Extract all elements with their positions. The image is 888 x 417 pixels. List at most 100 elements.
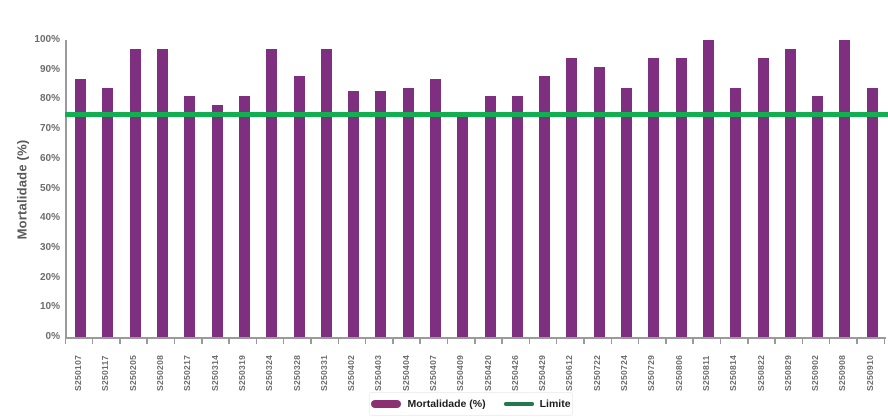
x-axis-tick	[801, 339, 804, 344]
x-label-slot: S250429	[529, 343, 556, 391]
bar	[75, 78, 87, 337]
x-axis-tick	[119, 339, 121, 344]
x-tick-label: S250404	[400, 354, 411, 391]
y-tick-label: 10%	[39, 301, 60, 313]
x-label-slot: S250208	[147, 343, 174, 391]
legend-item-mortalidade: Mortalidade (%)	[371, 398, 486, 410]
x-tick-label: S250107	[73, 354, 84, 391]
bar	[648, 57, 660, 337]
bar-slot	[313, 40, 340, 337]
bar	[839, 40, 851, 337]
x-tick-label: S250902	[810, 354, 821, 391]
bar	[621, 87, 633, 337]
x-label-slot: S250328	[283, 343, 310, 391]
x-tick-label: S250205	[127, 354, 138, 391]
x-axis-tick	[173, 339, 176, 344]
x-tick-label: S250908	[837, 354, 848, 391]
x-tick-label: S250806	[673, 354, 684, 391]
x-label-slot: S250420	[474, 343, 501, 391]
x-tick-label: S250612	[564, 354, 575, 391]
bar-slot	[231, 40, 258, 337]
bar	[539, 75, 551, 337]
bar	[593, 66, 605, 337]
x-label-slot: S250403	[365, 343, 392, 391]
x-tick-label: S250420	[482, 354, 493, 391]
x-axis-tick	[828, 339, 831, 344]
x-axis-tick	[201, 339, 203, 344]
bar-slot	[176, 40, 203, 337]
x-tick-label: S250208	[155, 354, 166, 391]
x-axis-tick	[883, 339, 885, 344]
x-tick-label: S250324	[264, 354, 275, 391]
bar-slot	[367, 40, 394, 337]
x-axis-tick	[282, 339, 285, 344]
x-axis-tick	[665, 339, 667, 344]
legend-label-mortalidade: Mortalidade (%)	[407, 398, 486, 410]
x-label-slot: S250407	[420, 343, 447, 391]
x-axis-tick	[419, 339, 421, 344]
x-tick-label: S250429	[537, 354, 548, 391]
x-tick-label: S250217	[182, 354, 193, 391]
bar-slot	[722, 40, 749, 337]
bar-slot	[203, 40, 230, 337]
x-axis-tick	[501, 339, 503, 344]
bar-slot	[668, 40, 695, 337]
bar	[812, 96, 824, 337]
x-tick-label: S250331	[318, 354, 329, 391]
y-tick-label: 50%	[39, 182, 60, 194]
bar	[784, 48, 796, 337]
bar-slot	[258, 40, 285, 337]
x-axis-tick	[610, 339, 612, 344]
bar	[702, 40, 714, 337]
x-axis-labels: S250107 S250117 S250205 S250208 S250217 S2503…	[65, 343, 884, 391]
x-axis-tick	[364, 339, 367, 344]
bar	[157, 48, 169, 337]
x-tick-label: S250822	[755, 354, 766, 391]
y-tick-label: 0%	[45, 331, 60, 342]
y-tick-label: 70%	[39, 123, 60, 135]
y-tick-label: 40%	[39, 212, 60, 224]
x-axis-tick	[446, 339, 449, 344]
legend-label-limite: Limite	[539, 398, 571, 410]
x-label-slot: S250117	[92, 343, 119, 391]
x-label-slot: S250331	[311, 343, 338, 391]
bar	[430, 78, 441, 337]
bar-slot	[67, 40, 94, 337]
bar-slot	[449, 40, 476, 337]
bar-slot	[504, 40, 531, 337]
x-tick-label: S250402	[346, 354, 357, 391]
bar-slot	[804, 40, 831, 337]
x-label-slot: S250902	[802, 343, 829, 391]
bar-slot	[613, 40, 640, 337]
x-axis-tick	[719, 339, 722, 344]
x-label-slot: S250806	[666, 343, 693, 391]
x-label-slot: S250822	[747, 343, 774, 391]
bar	[320, 48, 332, 337]
bar	[866, 87, 878, 337]
x-label-slot: S250729	[638, 343, 665, 391]
x-label-slot: S250724	[611, 343, 638, 391]
x-tick-label: S250426	[509, 354, 520, 391]
x-label-slot: S250402	[338, 343, 365, 391]
x-tick-label: S250407	[428, 354, 438, 391]
x-label-slot: S250107	[65, 343, 92, 391]
y-tick-label: 90%	[39, 63, 60, 75]
x-axis-tick	[474, 339, 476, 344]
x-label-slot: S250409	[447, 343, 474, 391]
x-tick-label: S250722	[591, 354, 602, 391]
x-label-slot: S250324	[256, 343, 283, 391]
bar-slot	[831, 40, 858, 337]
bar-slot	[340, 40, 367, 337]
x-tick-label: S250724	[619, 354, 630, 391]
bar	[457, 117, 469, 337]
x-label-slot: S250217	[174, 343, 201, 391]
bar	[293, 75, 305, 337]
bar-swatch-icon	[371, 400, 402, 408]
bar-slot	[531, 40, 558, 337]
x-axis-tick	[255, 339, 258, 344]
x-tick-label: S250814	[728, 354, 739, 391]
bar-slot	[422, 40, 449, 337]
y-tick-label: 20%	[39, 271, 60, 283]
x-tick-label: S250319	[236, 354, 247, 391]
bar	[757, 57, 769, 337]
